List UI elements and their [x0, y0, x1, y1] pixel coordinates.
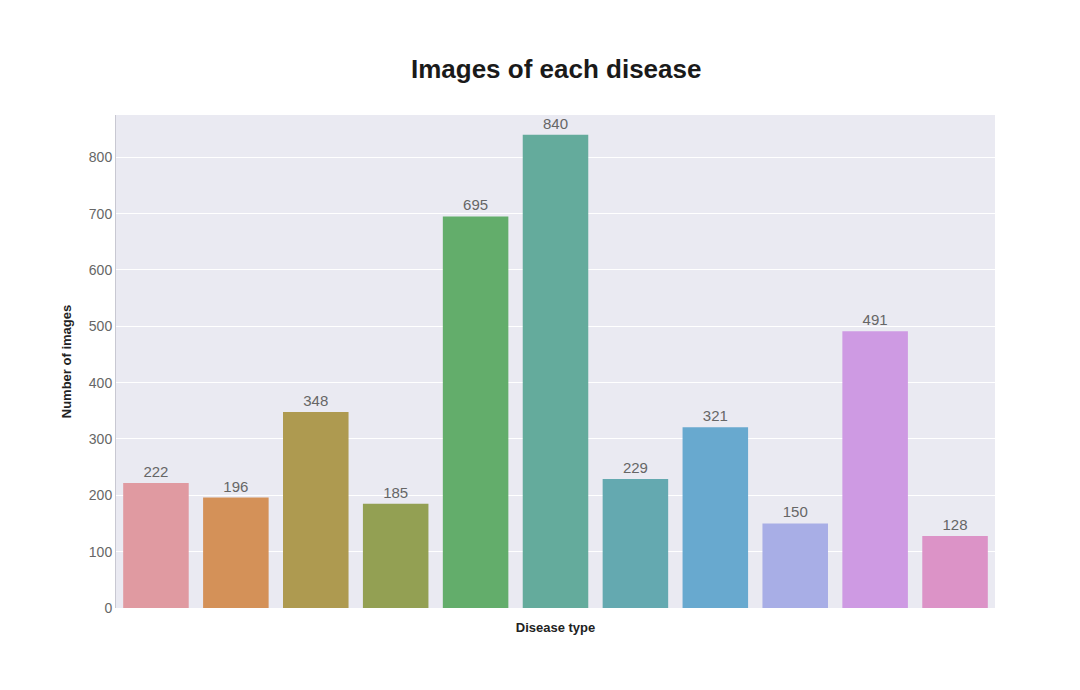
svg-text:Disease type: Disease type — [516, 620, 596, 635]
svg-text:840: 840 — [543, 115, 568, 132]
svg-text:300: 300 — [89, 431, 113, 447]
svg-text:321: 321 — [703, 407, 728, 424]
svg-text:0: 0 — [104, 600, 112, 616]
svg-text:196: 196 — [223, 478, 248, 495]
svg-text:700: 700 — [89, 206, 113, 222]
svg-text:491: 491 — [863, 311, 888, 328]
svg-text:150: 150 — [783, 503, 808, 520]
svg-text:800: 800 — [89, 149, 113, 165]
svg-text:Images of each disease: Images of each disease — [411, 54, 701, 84]
svg-text:348: 348 — [303, 392, 328, 409]
svg-text:600: 600 — [89, 262, 113, 278]
svg-text:100: 100 — [89, 544, 113, 560]
svg-text:229: 229 — [623, 459, 648, 476]
svg-text:185: 185 — [383, 484, 408, 501]
svg-text:Number of images: Number of images — [59, 305, 74, 418]
svg-text:500: 500 — [89, 318, 113, 334]
svg-text:695: 695 — [463, 196, 488, 213]
svg-text:128: 128 — [943, 516, 968, 533]
svg-text:400: 400 — [89, 375, 113, 391]
svg-text:222: 222 — [143, 463, 168, 480]
svg-text:200: 200 — [89, 487, 113, 503]
